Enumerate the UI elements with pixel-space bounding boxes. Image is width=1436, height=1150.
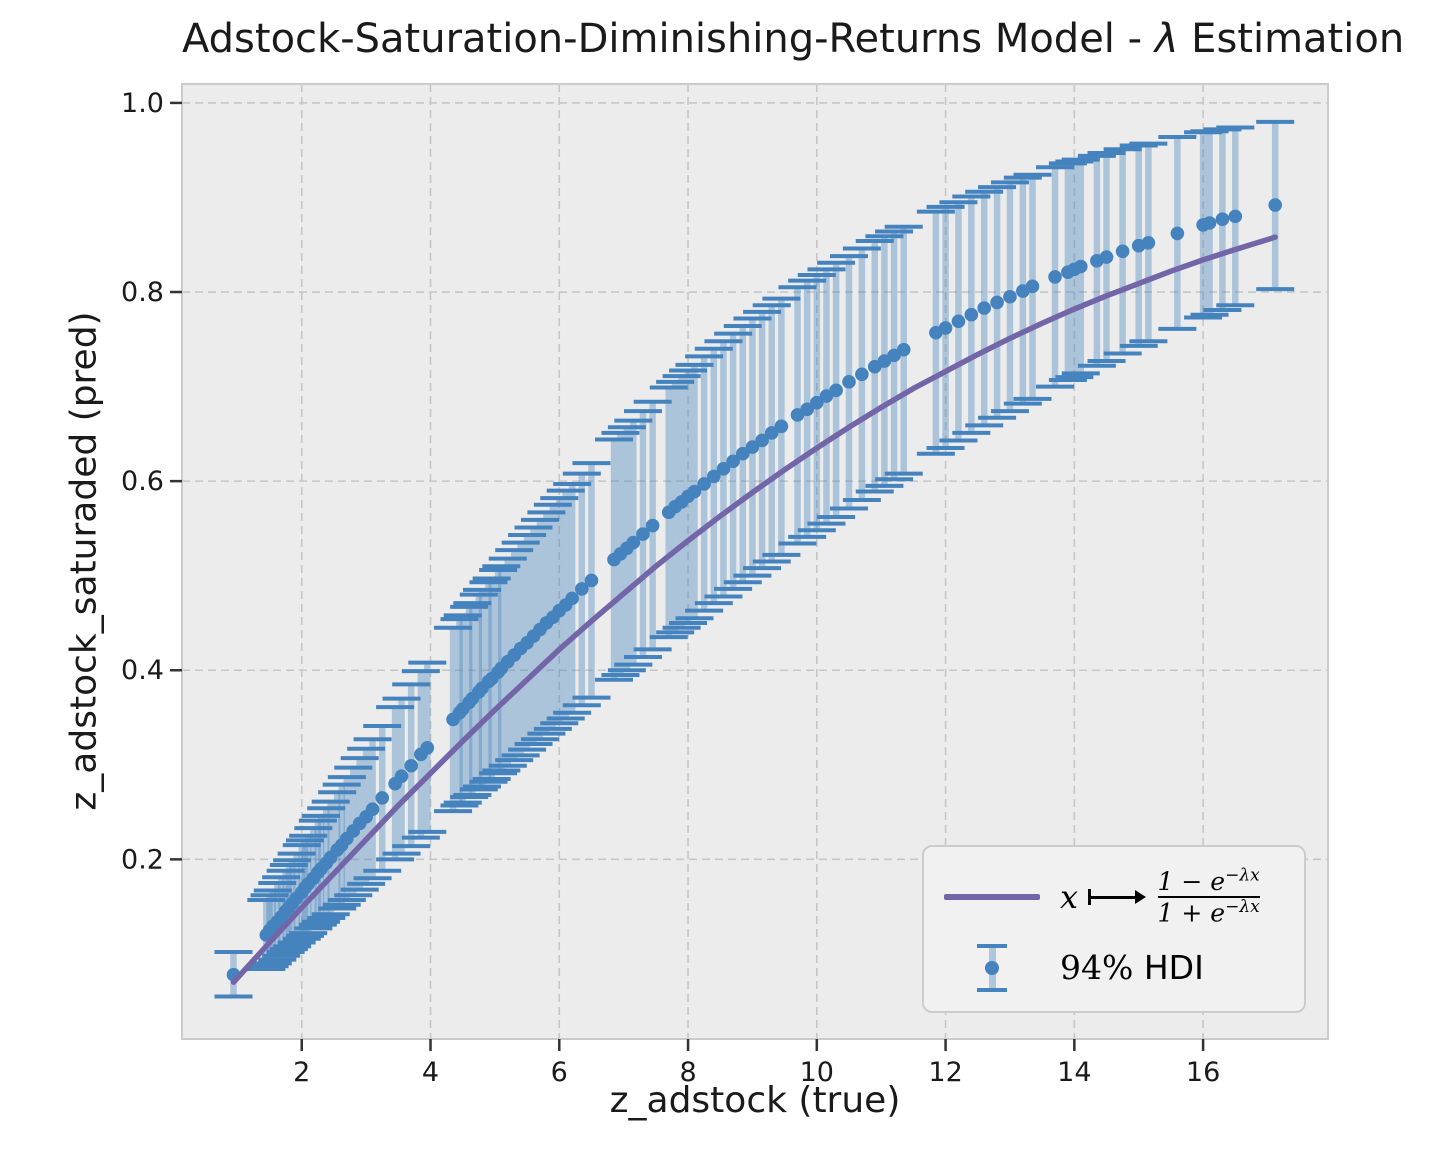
scatter-point [745,440,760,454]
scatter-point [977,301,991,315]
chart-title-lambda: λ [1154,16,1179,62]
scatter-point [626,535,641,550]
scatter-point [842,375,856,389]
scatter-point [755,433,769,448]
scatter-point [1228,209,1243,224]
x-tick-label: 6 [551,1057,568,1088]
scatter-point [896,342,911,357]
scatter-point [1115,244,1130,259]
formula-lhs: x [1060,878,1079,917]
scatter-point [565,591,579,606]
legend-entry-hdi: 94% HDI [924,943,1304,992]
formula-fraction: 1 − e−λx 1 + e−λx [1157,865,1260,928]
legend-curve-label: x 1 − e−λx 1 + e−λx [1060,866,1260,928]
scatter-point [1073,259,1088,274]
scatter-point [420,740,435,755]
scatter-point [375,791,390,805]
axes-spines [181,83,1329,1040]
scatter-point [964,307,979,322]
legend-entry-curve: x 1 − e−λx 1 + e−λx [924,866,1304,928]
fraction-numerator: 1 − e−λx [1157,865,1260,896]
scatter-point [855,367,869,382]
x-tick-label: 8 [679,1057,696,1088]
scatter-point [726,454,740,469]
fraction-denominator: 1 + e−λx [1157,896,1260,928]
scatter-point [990,295,1004,310]
model-curve [230,234,1278,986]
y-tick-label: 0.8 [121,277,164,308]
x-axis-label: z_adstock (true) [609,1080,901,1121]
x-tick-label: 12 [928,1057,962,1088]
scatter-point [764,426,779,440]
legend-hdi-label: 94% HDI [1060,948,1204,988]
chart-title-suffix: Estimation [1178,16,1405,62]
y-tick-label: 0.6 [121,466,164,497]
scatter-point [1099,250,1114,264]
errorbar-cap-top [977,943,1007,948]
scatter-point [706,469,721,484]
curve-line-swatch [944,894,1040,901]
scatter-point [810,395,824,410]
errorbar-cap-bottom [977,987,1007,992]
y-tick-label: 0.4 [121,655,164,686]
scatter-point [735,446,750,461]
chart-title: Adstock-Saturation-Diminishing-Returns M… [182,16,1404,62]
x-tick-label: 10 [800,1057,834,1088]
scatter-point [800,402,814,417]
x-tick-label: 16 [1186,1057,1220,1088]
y-tick-label: 1.0 [121,88,164,119]
scatter-point [1003,289,1017,304]
scatter-point [716,462,731,476]
errorbar-dot [985,960,999,975]
legend: x 1 − e−λx 1 + e−λx 94% HDI [922,845,1306,1013]
chart-title-prefix: Adstock-Saturation-Diminishing-Returns M… [182,16,1155,62]
scatter-point [404,758,419,773]
x-tick-label: 14 [1057,1057,1091,1088]
scatter-point [1141,236,1156,250]
x-tick-label: 2 [293,1057,310,1088]
errorbar-icon [977,943,1007,992]
scatter-point [829,383,843,398]
scatter-point [1048,270,1062,284]
scatter-point [1215,212,1230,227]
scatter-point [1202,216,1217,230]
y-tick-label: 0.2 [121,844,164,875]
maps-to-arrow-icon [1088,889,1146,906]
legend-curve-handle [924,894,1060,901]
scatter-point [584,573,599,588]
scatter-point [394,769,409,783]
scatter-point [1170,226,1185,241]
scatter-point [645,518,660,533]
scatter-point [938,321,953,335]
scatter-point [774,419,789,434]
x-tick-label: 4 [422,1057,439,1088]
scatter-point [365,802,380,817]
scatter-point [575,582,589,596]
scatter-point [1268,198,1283,212]
scatter-point [687,484,702,499]
y-axis-label: z_adstock_saturaded (pred) [63,311,105,811]
scatter-point [697,477,711,491]
legend-hdi-handle [924,943,1060,992]
scatter-point [1025,279,1040,294]
scatter-point [951,314,966,329]
scatter-point [636,527,650,541]
